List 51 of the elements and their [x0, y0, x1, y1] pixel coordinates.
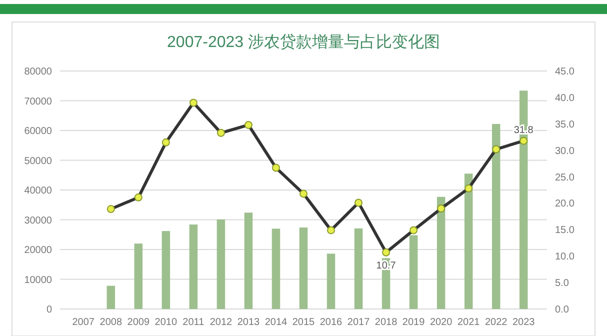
x-tick-label: 2016: [320, 317, 343, 328]
y-tick-label: 10000: [24, 274, 52, 286]
y2-tick-label: 35.0: [555, 119, 575, 130]
y2-tick-label: 25.0: [555, 172, 575, 184]
bar: [244, 212, 253, 309]
x-tick-label: 2021: [457, 317, 480, 328]
y-tick-label: 50000: [24, 156, 52, 167]
x-tick-label: 2019: [402, 317, 426, 328]
y2-tick-label: 30.0: [555, 146, 575, 157]
y-tick-label: 60000: [24, 126, 52, 137]
y2-tick-label: 15.0: [555, 225, 575, 236]
x-tick-label: 2010: [154, 317, 178, 328]
bar: [464, 174, 473, 309]
bar: [354, 228, 363, 309]
x-tick-label: 2009: [127, 317, 150, 328]
bar: [299, 227, 308, 309]
bar: [134, 244, 143, 309]
y-tick-label: 0: [46, 304, 52, 316]
x-tick-label: 2023: [512, 317, 536, 328]
x-tick-label: 2008: [100, 317, 122, 328]
x-tick-label: 2013: [237, 317, 260, 328]
y-tick-label: 40000: [24, 186, 52, 196]
x-tick-label: 2012: [210, 317, 233, 328]
y-tick-label: 30000: [24, 215, 52, 226]
y2-tick-label: 10.0: [555, 252, 575, 263]
bar: [492, 124, 500, 309]
y-tick-label: 80000: [24, 66, 52, 78]
y2-tick-label: 40.0: [555, 92, 575, 104]
y-tick-label: 20000: [24, 245, 52, 256]
y2-tick-label: 0.0: [555, 304, 570, 316]
y2-tick-label: 20.0: [555, 198, 575, 210]
x-tick-label: 2011: [182, 317, 205, 328]
bar: [272, 228, 280, 309]
bar: [189, 224, 198, 309]
bar: [436, 196, 446, 309]
bar: [326, 254, 336, 309]
bar: [162, 231, 170, 309]
y2-tick-label: 45.0: [555, 66, 575, 78]
chart-title: 2007-2023 涉农贷款增量与占比变化图: [167, 33, 440, 51]
x-tick-label: 2014: [264, 317, 288, 328]
x-tick-label: 2022: [484, 317, 508, 328]
x-tick-label: 2017: [347, 317, 370, 328]
x-tick-label: 2020: [430, 317, 453, 328]
bar: [216, 219, 226, 309]
y2-tick-label: 5.0: [555, 278, 570, 290]
bar: [106, 286, 116, 309]
bar: [409, 235, 418, 309]
x-tick-label: 2015: [292, 317, 316, 328]
x-tick-label: 2007: [72, 317, 95, 328]
x-tick-label: 2018: [374, 317, 398, 328]
y-tick-label: 70000: [24, 96, 52, 108]
